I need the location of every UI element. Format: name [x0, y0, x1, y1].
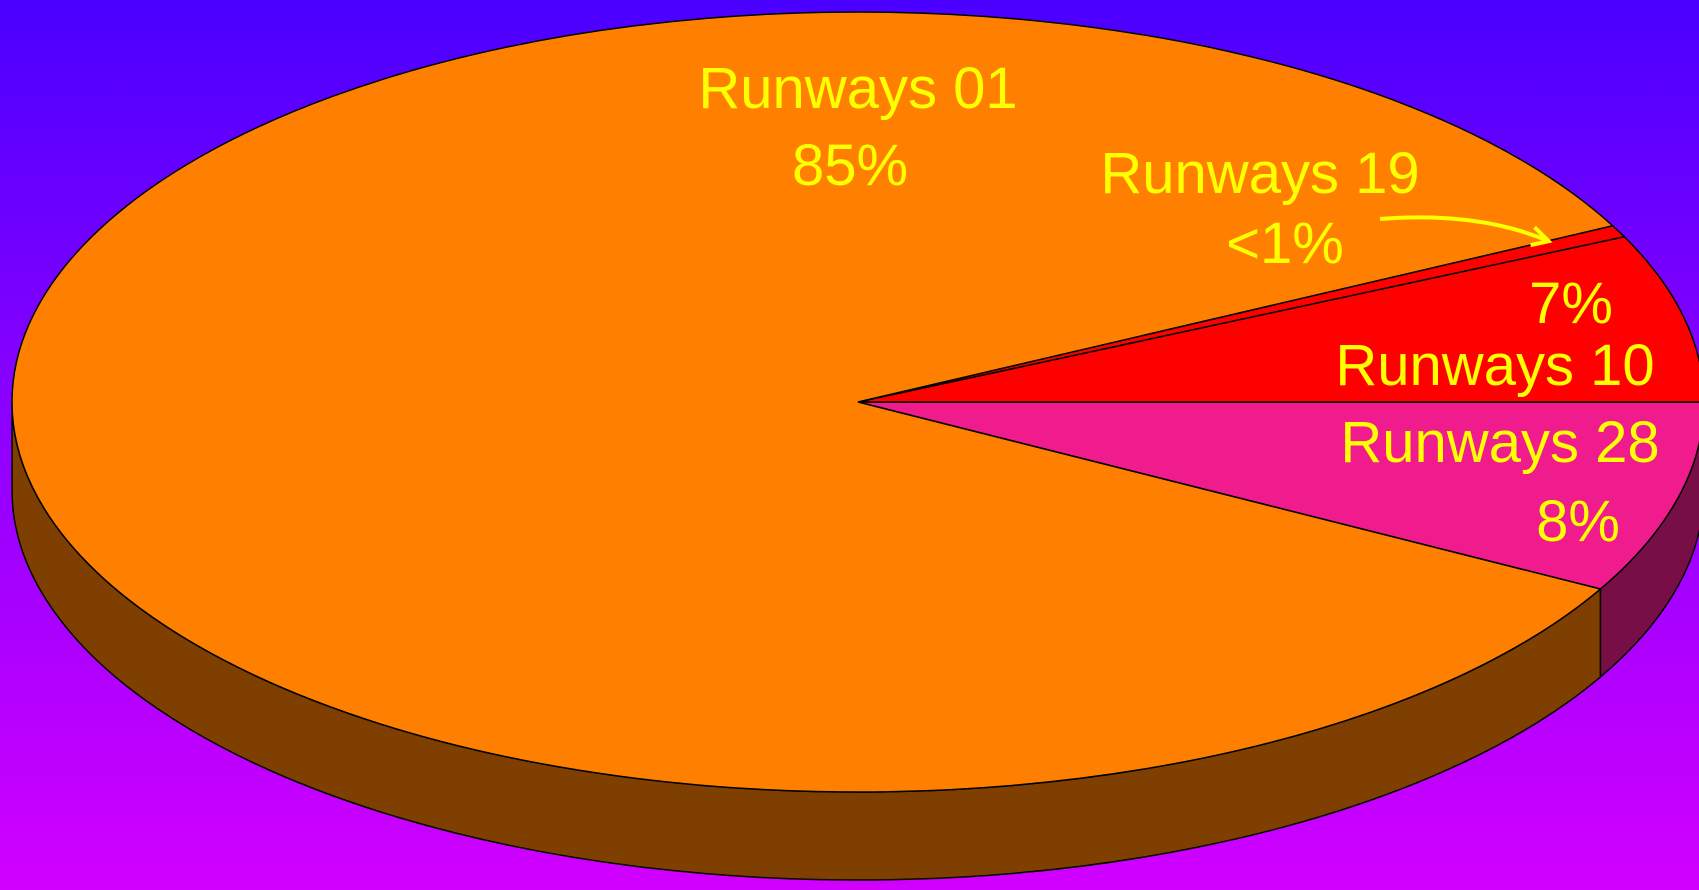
slice-label-runways-28: Runways 28 [1340, 410, 1659, 475]
slice-value-runways-19: <1% [1226, 211, 1344, 276]
pie-labels: Runways 01 85% Runways 19 <1% 7% Runways… [698, 56, 1659, 554]
slice-value-runways-10: 7% [1529, 271, 1613, 336]
slice-label-runways-10: Runways 10 [1335, 333, 1654, 398]
callout-arrow-head [1530, 225, 1553, 248]
slice-value-runways-28: 8% [1536, 489, 1620, 554]
callout-arrow-line [1379, 215, 1550, 244]
pie-slice-runways-10 [857, 235, 1699, 403]
slice-value-runways-01: 85% [792, 133, 908, 198]
pie-top-faces [11, 11, 1699, 793]
slice-label-runways-19: Runways 19 [1100, 141, 1419, 206]
pie-callouts [1379, 215, 1553, 248]
pie-slice-runways-28 [857, 401, 1699, 590]
slice-label-runways-01: Runways 01 [698, 56, 1017, 121]
pie-slice-runways-01 [11, 11, 1615, 793]
